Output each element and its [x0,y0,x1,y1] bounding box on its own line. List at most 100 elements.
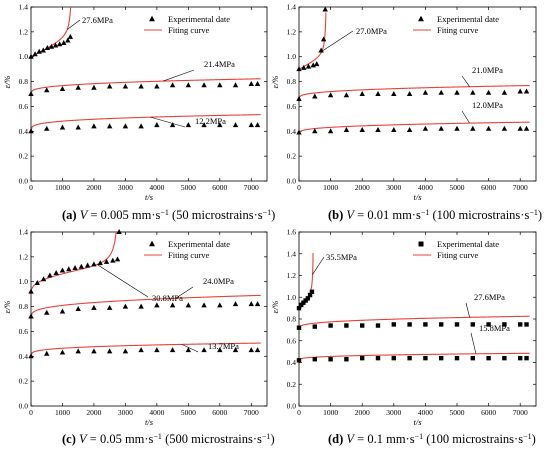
data-point [344,323,349,328]
y-tick-label: 0.0 [287,177,297,186]
annotation-leader [150,116,186,128]
series-13.7MPa: 13.7MPa [28,341,261,359]
data-point [28,353,34,359]
data-point [254,347,261,353]
data-point [122,303,129,309]
stress-label: 27.0MPa [356,26,387,36]
data-point [523,88,530,94]
data-point [185,122,192,128]
stress-label: 13.7MPa [208,341,239,351]
annotation-leader [181,344,199,353]
data-point [36,48,42,54]
x-tick-label: 2000 [86,183,101,192]
x-tick-label: 0 [29,183,33,192]
data-point [185,302,192,308]
data-point [296,358,302,363]
data-point [106,348,113,354]
stress-label: 12.2MPa [195,116,226,126]
fit-curve [299,84,530,100]
x-tick-label: 5000 [181,183,196,192]
data-point [517,88,523,94]
data-point [75,84,81,90]
x-axis-label: t/s [145,192,154,202]
y-tick-label: 0.6 [287,102,297,111]
data-point [422,89,429,95]
y-tick-label: 1.2 [19,27,29,36]
x-tick-label: 1000 [323,408,338,417]
fit-curve [31,114,261,132]
data-point [169,122,176,128]
data-point [28,53,34,59]
y-tick-label: 0.0 [19,177,29,186]
y-tick-label: 1.4 [287,249,297,258]
data-point [185,82,192,88]
data-point [406,91,413,96]
data-point [299,302,304,308]
y-tick-label: 1.0 [287,52,297,61]
y-tick-label: 0.2 [19,377,29,386]
x-axis-label: t/s [145,417,154,427]
y-tick-label: 1.0 [19,52,29,61]
data-point [375,91,381,96]
data-point [305,296,311,301]
data-point [486,355,491,361]
data-point [232,122,239,128]
data-point [470,125,476,131]
data-point [48,43,55,49]
x-tick-label: 5000 [181,408,196,417]
data-point [454,125,460,131]
data-point [103,258,110,264]
y-tick-label: 0.8 [287,315,297,324]
legend-label-points: Experimental date [168,239,230,249]
y-tick-label: 0.4 [287,358,297,367]
panel-caption: (d) V = 0.1 mm·s−1 (100 microstrains·s−1… [328,432,536,447]
data-point [296,305,302,311]
annotation-leader [175,286,194,299]
data-point [154,83,160,89]
annotation-leader [321,30,354,52]
series-21.0MPa: 21.0MPa [296,65,530,101]
data-point [138,123,144,129]
x-tick-label: 7000 [244,408,259,417]
data-point [91,123,97,129]
panel-d: 0 1000 2000 3000 4000 5000 6000 7000 0.0 0.2 0.4 0.… [270,228,537,447]
data-point [254,81,261,87]
data-point [343,127,350,133]
y-tick-label: 0.6 [19,327,29,336]
fit-curve [299,315,530,330]
data-point [66,266,72,272]
data-point [72,265,78,271]
data-point [406,127,413,133]
panel-caption: (b) V = 0.01 mm·s−1 (100 microstrains·s−… [328,208,542,223]
data-point [47,272,53,278]
plot-frame [298,6,537,182]
data-point [232,301,239,307]
y-tick-label: 0.2 [287,380,297,389]
data-point [44,350,50,356]
x-tick-label: 0 [29,408,33,417]
stress-label: 15.8MPa [479,323,510,333]
legend-marker-points [418,15,424,22]
data-point [296,95,302,101]
data-point [217,347,223,353]
data-point [303,298,308,303]
data-point [327,128,334,134]
data-point [501,125,508,131]
data-point [327,92,334,98]
data-point [91,84,97,90]
data-point [138,303,144,309]
stress-label: 35.5MPa [326,252,357,262]
legend-label-fit: Fiting curve [168,25,210,35]
data-point [344,357,349,362]
data-point [312,324,317,329]
data-point [248,81,254,87]
data-point [59,308,66,314]
y-tick-label: 0.8 [287,77,297,86]
legend-label-points: Experimental date [437,14,499,24]
data-point [296,66,302,72]
x-tick-label: 3000 [118,408,133,417]
data-point [75,306,81,312]
x-tick-label: 0 [297,408,301,417]
